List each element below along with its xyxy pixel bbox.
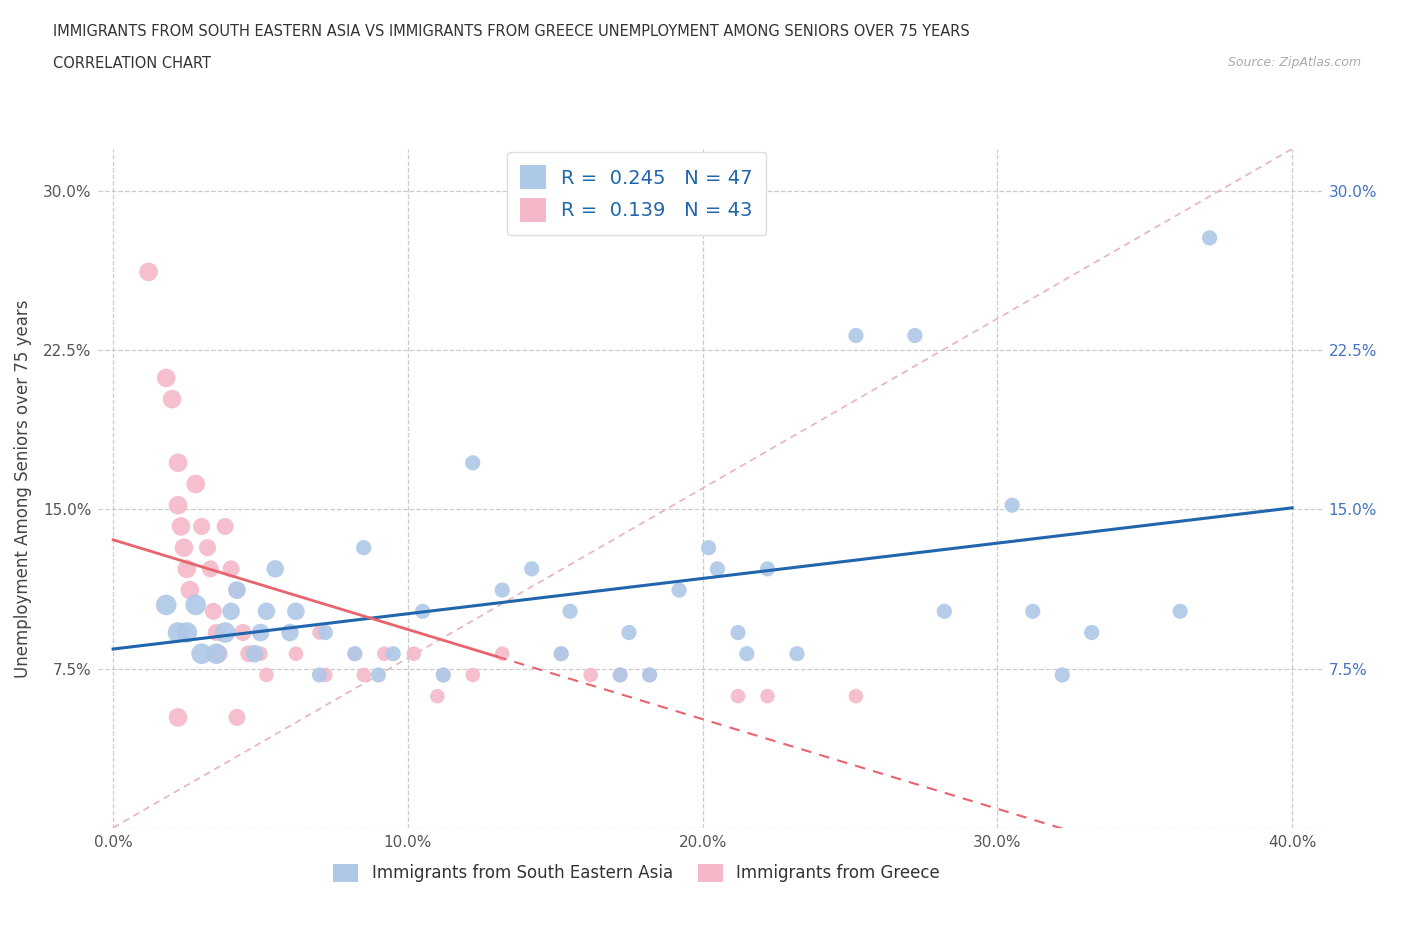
Point bbox=[609, 668, 631, 683]
Point bbox=[173, 540, 195, 555]
Point bbox=[382, 646, 405, 661]
Point bbox=[373, 646, 395, 661]
Point bbox=[579, 668, 602, 683]
Text: IMMIGRANTS FROM SOUTH EASTERN ASIA VS IMMIGRANTS FROM GREECE UNEMPLOYMENT AMONG : IMMIGRANTS FROM SOUTH EASTERN ASIA VS IM… bbox=[53, 24, 970, 39]
Point bbox=[264, 562, 287, 577]
Point bbox=[202, 604, 225, 618]
Point bbox=[243, 646, 266, 661]
Text: Source: ZipAtlas.com: Source: ZipAtlas.com bbox=[1227, 56, 1361, 69]
Point bbox=[1198, 231, 1220, 246]
Point bbox=[190, 519, 212, 534]
Point bbox=[432, 668, 454, 683]
Point bbox=[232, 625, 254, 640]
Point bbox=[697, 540, 720, 555]
Point bbox=[727, 689, 749, 704]
Point bbox=[308, 625, 330, 640]
Point bbox=[343, 646, 366, 661]
Point bbox=[184, 476, 207, 491]
Point bbox=[278, 625, 301, 640]
Point bbox=[314, 625, 336, 640]
Point bbox=[727, 625, 749, 640]
Point bbox=[167, 625, 190, 640]
Point bbox=[558, 604, 581, 618]
Legend: Immigrants from South Eastern Asia, Immigrants from Greece: Immigrants from South Eastern Asia, Immi… bbox=[325, 856, 948, 891]
Point bbox=[254, 604, 277, 618]
Point bbox=[426, 689, 449, 704]
Point bbox=[167, 498, 190, 512]
Point bbox=[550, 646, 572, 661]
Point bbox=[249, 625, 271, 640]
Point bbox=[226, 582, 249, 598]
Point bbox=[176, 562, 198, 577]
Point bbox=[491, 582, 513, 598]
Point bbox=[402, 646, 425, 661]
Point bbox=[190, 646, 212, 661]
Point bbox=[160, 392, 183, 406]
Point bbox=[249, 646, 271, 661]
Point bbox=[176, 625, 198, 640]
Point bbox=[184, 597, 207, 612]
Point bbox=[412, 604, 434, 618]
Point bbox=[353, 540, 375, 555]
Point bbox=[200, 562, 222, 577]
Text: CORRELATION CHART: CORRELATION CHART bbox=[53, 56, 211, 71]
Point bbox=[432, 668, 454, 683]
Point bbox=[238, 646, 260, 661]
Point bbox=[214, 519, 236, 534]
Point bbox=[155, 597, 177, 612]
Point bbox=[138, 264, 160, 279]
Point bbox=[609, 668, 631, 683]
Point bbox=[219, 604, 242, 618]
Point bbox=[668, 582, 690, 598]
Point bbox=[786, 646, 808, 661]
Point bbox=[638, 668, 661, 683]
Point bbox=[638, 668, 661, 683]
Point bbox=[353, 668, 375, 683]
Point bbox=[284, 604, 307, 618]
Point bbox=[155, 370, 177, 385]
Point bbox=[1001, 498, 1024, 512]
Point bbox=[343, 646, 366, 661]
Point bbox=[1080, 625, 1102, 640]
Point bbox=[904, 328, 927, 343]
Point bbox=[219, 562, 242, 577]
Point bbox=[167, 710, 190, 724]
Point bbox=[461, 456, 484, 471]
Point bbox=[756, 689, 779, 704]
Point bbox=[179, 582, 201, 598]
Point bbox=[226, 582, 249, 598]
Point bbox=[1052, 668, 1074, 683]
Point bbox=[491, 646, 513, 661]
Point bbox=[308, 668, 330, 683]
Point bbox=[197, 540, 219, 555]
Point bbox=[934, 604, 956, 618]
Point bbox=[205, 646, 228, 661]
Point bbox=[170, 519, 193, 534]
Y-axis label: Unemployment Among Seniors over 75 years: Unemployment Among Seniors over 75 years bbox=[14, 299, 32, 677]
Point bbox=[284, 646, 307, 661]
Point bbox=[167, 456, 190, 471]
Point bbox=[1022, 604, 1045, 618]
Point bbox=[706, 562, 728, 577]
Point bbox=[254, 668, 277, 683]
Point bbox=[617, 625, 640, 640]
Point bbox=[367, 668, 389, 683]
Point bbox=[550, 646, 572, 661]
Point bbox=[1168, 604, 1191, 618]
Point bbox=[226, 710, 249, 724]
Point bbox=[461, 668, 484, 683]
Point bbox=[214, 625, 236, 640]
Point bbox=[205, 625, 228, 640]
Point bbox=[314, 668, 336, 683]
Point bbox=[735, 646, 758, 661]
Point bbox=[845, 689, 868, 704]
Point bbox=[756, 562, 779, 577]
Point bbox=[208, 646, 231, 661]
Point bbox=[520, 562, 543, 577]
Point bbox=[845, 328, 868, 343]
